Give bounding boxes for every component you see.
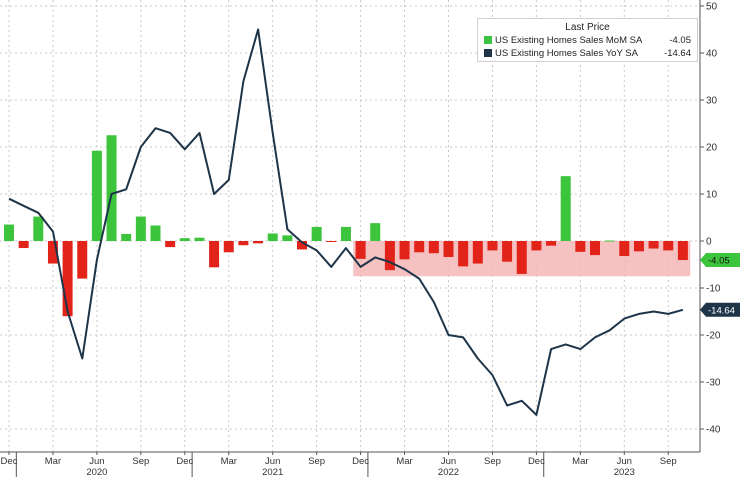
yoy-line (8, 28, 684, 416)
x-month-label: Jun (441, 456, 456, 467)
mom-bar (355, 241, 366, 259)
mom-bar (648, 241, 659, 249)
mom-bar (238, 241, 249, 246)
x-month-label: Sep (660, 456, 677, 467)
mom-bar (502, 241, 513, 262)
mom-bar (560, 176, 571, 241)
mom-bar (91, 150, 102, 241)
mom-bar (47, 241, 58, 264)
y-tick-label: 40 (706, 49, 718, 60)
x-month-label: Mar (572, 456, 588, 467)
mom-bar (619, 241, 630, 257)
mom-bar (531, 241, 542, 251)
mom-bar (121, 233, 132, 241)
y-tick-label: 30 (706, 96, 718, 107)
x-year-label: 2021 (262, 467, 283, 477)
last-price-tag-yoy-shape (700, 302, 740, 317)
mom-bar (443, 241, 454, 257)
legend-label-yoy: US Existing Homes Sales YoY SA (495, 48, 638, 59)
y-tick-label: 20 (706, 143, 718, 154)
last-price-tag-mom: -4.05 (700, 253, 740, 268)
y-tick-label: -40 (706, 425, 721, 436)
mom-bar (267, 233, 278, 241)
mom-bar (297, 241, 307, 250)
last-price-tag-mom-label: -4.05 (708, 256, 730, 267)
mom-bar (253, 241, 264, 244)
x-year-label: 2023 (614, 467, 635, 477)
x-month-label: Dec (1, 456, 18, 467)
y-tick-label: 10 (706, 190, 718, 201)
legend-title: Last Price (565, 22, 610, 33)
mom-bar (194, 237, 205, 241)
mom-bar (414, 241, 425, 253)
x-month-label: Mar (45, 456, 61, 467)
x-month-label: Sep (308, 456, 325, 467)
mom-bar (370, 223, 381, 241)
y-tick-label: -10 (706, 284, 721, 295)
mom-bar (472, 241, 483, 264)
x-month-label: Mar (221, 456, 237, 467)
mom-bar (575, 241, 586, 252)
bar-layer (4, 135, 688, 317)
mom-bar (428, 241, 439, 254)
mom-bar (62, 241, 73, 317)
mom-bar (590, 241, 600, 256)
mom-bar (77, 241, 88, 279)
x-month-label: Dec (528, 456, 545, 467)
mom-bar (165, 241, 176, 248)
mom-bar (326, 241, 337, 242)
legend-value-yoy: -14.64 (664, 48, 691, 59)
y-tick-label: 50 (706, 2, 718, 13)
mom-bar (663, 241, 674, 251)
mom-bar (223, 241, 234, 253)
legend-swatch-mom (484, 36, 492, 44)
mom-bar (179, 238, 190, 241)
x-month-label: Dec (352, 456, 369, 467)
mom-bar (516, 241, 527, 274)
mom-bar (604, 240, 615, 242)
legend: Last Price US Existing Homes Sales MoM S… (477, 18, 698, 62)
mom-bar (18, 241, 29, 249)
y-tick-label: -30 (706, 378, 721, 389)
x-month-label: Sep (484, 456, 501, 467)
x-month-label: Sep (132, 456, 149, 467)
legend-swatch-yoy (484, 49, 492, 57)
legend-row-mom: US Existing Homes Sales MoM SA -4.05 (484, 35, 691, 47)
x-year-label: 2020 (86, 467, 107, 477)
mom-bar (311, 226, 322, 241)
last-price-tag-yoy: -14.64 (700, 302, 740, 317)
x-year-label: 2022 (438, 467, 459, 477)
last-price-tag-mom-shape (700, 253, 740, 268)
mom-bar (340, 226, 351, 241)
mom-bar (546, 241, 557, 246)
mom-bar (487, 241, 498, 251)
last-price-tag-yoy-label: -14.64 (708, 305, 735, 316)
mom-bar (282, 235, 293, 241)
x-month-label: Dec (176, 456, 193, 467)
mom-bar (209, 241, 220, 268)
legend-value-mom: -4.05 (669, 35, 691, 46)
y-tick-label: 0 (706, 237, 712, 248)
legend-row-yoy: US Existing Homes Sales YoY SA -14.64 (484, 48, 691, 60)
y-tick-label: -20 (706, 331, 721, 342)
mom-bar (399, 241, 410, 260)
mom-bar (150, 225, 161, 241)
mom-bar (4, 224, 14, 241)
x-month-label: Mar (396, 456, 412, 467)
mom-bar (135, 216, 146, 241)
mom-bar (458, 241, 469, 267)
line-layer (8, 28, 684, 416)
x-month-label: Jun (265, 456, 280, 467)
x-month-label: Jun (617, 456, 632, 467)
mom-bar (633, 241, 644, 252)
x-month-label: Jun (89, 456, 104, 467)
mom-bar (106, 135, 117, 241)
mom-bar (677, 241, 688, 261)
legend-label-mom: US Existing Homes Sales MoM SA (495, 35, 643, 46)
mom-bar (384, 241, 395, 271)
mom-bar (33, 216, 44, 241)
